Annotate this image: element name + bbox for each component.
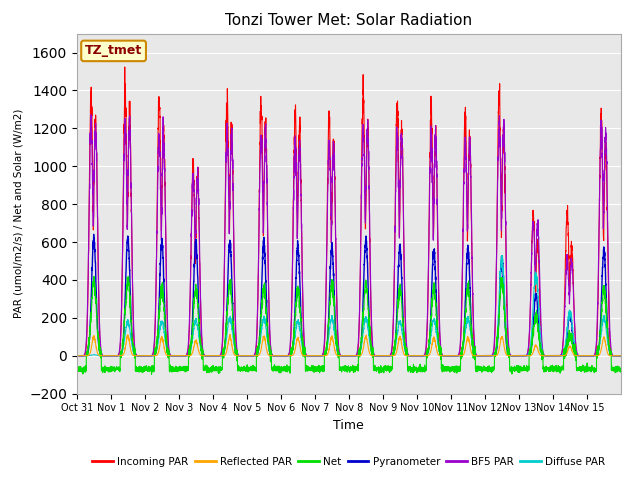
- Pyranometer: [525, 352, 532, 358]
- Incoming PAR: [369, 349, 377, 355]
- Net: [369, 345, 377, 350]
- Diffuse PAR: [539, 349, 547, 355]
- Incoming PAR: [539, 350, 547, 356]
- Reflected PAR: [525, 353, 532, 359]
- BF5 PAR: [398, 146, 406, 152]
- Net: [186, 347, 194, 353]
- Y-axis label: PAR (umol/m2/s) / Net and Solar (W/m2): PAR (umol/m2/s) / Net and Solar (W/m2): [13, 109, 24, 318]
- Line: Net: Net: [77, 276, 621, 374]
- Diffuse PAR: [73, 353, 81, 359]
- Reflected PAR: [226, 332, 234, 337]
- Net: [539, 351, 547, 357]
- Reflected PAR: [539, 353, 547, 359]
- BF5 PAR: [617, 353, 625, 359]
- Line: Reflected PAR: Reflected PAR: [77, 335, 621, 356]
- Diffuse PAR: [398, 328, 406, 334]
- Line: Diffuse PAR: Diffuse PAR: [77, 255, 621, 356]
- Pyranometer: [539, 352, 547, 358]
- Pyranometer: [398, 288, 406, 294]
- Pyranometer: [186, 350, 193, 356]
- Diffuse PAR: [617, 353, 625, 359]
- BF5 PAR: [498, 181, 506, 187]
- BF5 PAR: [87, 112, 95, 118]
- Net: [73, 367, 81, 373]
- Pyranometer: [369, 352, 377, 358]
- Net: [90, 274, 98, 279]
- Net: [525, 367, 532, 373]
- Diffuse PAR: [369, 351, 377, 357]
- Diffuse PAR: [498, 252, 506, 258]
- Line: BF5 PAR: BF5 PAR: [77, 115, 621, 356]
- Line: Pyranometer: Pyranometer: [77, 234, 621, 356]
- Incoming PAR: [525, 345, 532, 351]
- Pyranometer: [617, 353, 625, 359]
- Incoming PAR: [73, 353, 81, 359]
- Reflected PAR: [186, 353, 193, 359]
- Incoming PAR: [121, 64, 129, 70]
- BF5 PAR: [539, 347, 547, 353]
- Line: Incoming PAR: Incoming PAR: [77, 67, 621, 356]
- Diffuse PAR: [525, 350, 532, 356]
- BF5 PAR: [186, 308, 193, 314]
- Pyranometer: [90, 231, 97, 237]
- Incoming PAR: [617, 353, 625, 359]
- Reflected PAR: [498, 334, 506, 339]
- Net: [148, 372, 156, 377]
- Diffuse PAR: [186, 350, 193, 356]
- Net: [617, 367, 625, 372]
- BF5 PAR: [369, 346, 377, 351]
- Net: [499, 280, 506, 286]
- Pyranometer: [498, 254, 506, 260]
- Incoming PAR: [398, 150, 406, 156]
- BF5 PAR: [525, 341, 532, 347]
- Net: [398, 311, 406, 316]
- BF5 PAR: [73, 353, 81, 359]
- Reflected PAR: [369, 353, 377, 359]
- Pyranometer: [73, 353, 81, 359]
- Incoming PAR: [186, 315, 193, 321]
- Text: TZ_tmet: TZ_tmet: [85, 44, 142, 58]
- Incoming PAR: [498, 192, 506, 197]
- Title: Tonzi Tower Met: Solar Radiation: Tonzi Tower Met: Solar Radiation: [225, 13, 472, 28]
- X-axis label: Time: Time: [333, 419, 364, 432]
- Diffuse PAR: [498, 253, 506, 259]
- Reflected PAR: [73, 353, 81, 359]
- Legend: Incoming PAR, Reflected PAR, Net, Pyranometer, BF5 PAR, Diffuse PAR: Incoming PAR, Reflected PAR, Net, Pyrano…: [88, 453, 609, 471]
- Reflected PAR: [617, 353, 625, 359]
- Reflected PAR: [398, 344, 406, 350]
